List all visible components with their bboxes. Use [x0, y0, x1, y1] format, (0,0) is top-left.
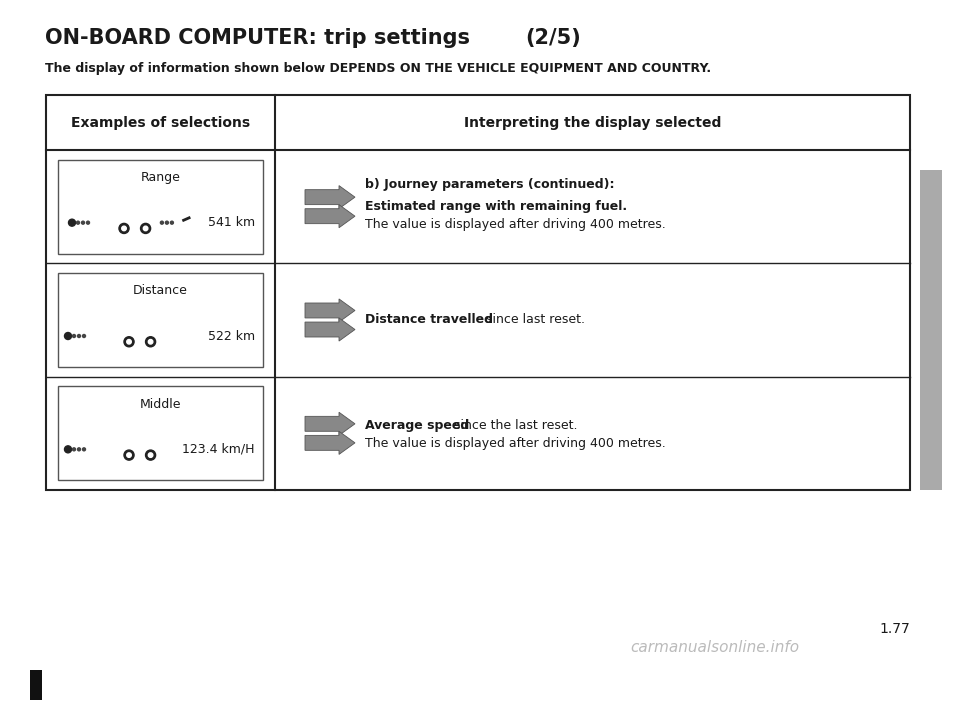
Text: 541 km: 541 km [208, 216, 255, 229]
Text: The display of information shown below DEPENDS ON THE VEHICLE EQUIPMENT AND COUN: The display of information shown below D… [45, 62, 711, 75]
FancyBboxPatch shape [125, 318, 154, 329]
Text: carmanualsonline.info: carmanualsonline.info [630, 640, 799, 655]
Circle shape [124, 337, 134, 346]
FancyBboxPatch shape [119, 204, 149, 216]
Bar [58, 273, 263, 367]
Polygon shape [305, 185, 355, 209]
Polygon shape [305, 204, 355, 228]
FancyBboxPatch shape [118, 441, 164, 452]
Circle shape [127, 453, 132, 457]
Text: since the last reset.: since the last reset. [449, 420, 577, 432]
Circle shape [143, 226, 148, 231]
Circle shape [73, 448, 76, 451]
Text: Middle: Middle [140, 398, 181, 411]
Circle shape [140, 224, 151, 234]
Circle shape [77, 222, 80, 224]
Circle shape [73, 334, 76, 337]
Text: b) Journey parameters (continued):: b) Journey parameters (continued): [365, 178, 614, 191]
Text: Examples of selections: Examples of selections [71, 116, 250, 129]
Bar [176, 217, 183, 229]
Circle shape [68, 219, 76, 226]
Text: Average speed: Average speed [365, 420, 469, 432]
Circle shape [78, 448, 81, 451]
Circle shape [83, 448, 85, 451]
Circle shape [165, 222, 168, 224]
Circle shape [64, 446, 71, 453]
FancyBboxPatch shape [125, 432, 154, 443]
Circle shape [122, 226, 127, 231]
Bar [920, 170, 942, 490]
Circle shape [82, 222, 84, 224]
Polygon shape [305, 431, 355, 454]
Circle shape [124, 450, 134, 460]
FancyBboxPatch shape [113, 214, 159, 226]
Polygon shape [305, 413, 355, 435]
Bar [58, 386, 263, 481]
Text: Range: Range [140, 171, 180, 184]
Text: Distance travelled: Distance travelled [365, 313, 493, 326]
Bar [46, 95, 910, 490]
Bar [58, 160, 263, 253]
Text: 522 km: 522 km [208, 329, 255, 342]
Polygon shape [305, 318, 355, 341]
Circle shape [83, 334, 85, 337]
Text: 1.77: 1.77 [879, 622, 910, 636]
Circle shape [146, 450, 156, 460]
Text: ON-BOARD COMPUTER: trip settings: ON-BOARD COMPUTER: trip settings [45, 28, 477, 48]
Text: (2/5): (2/5) [525, 28, 581, 48]
Circle shape [78, 334, 81, 337]
Text: since last reset.: since last reset. [482, 313, 585, 326]
Text: Distance: Distance [133, 285, 188, 297]
Polygon shape [305, 299, 355, 322]
Text: Estimated range with remaining fuel.: Estimated range with remaining fuel. [365, 200, 627, 213]
Circle shape [86, 222, 89, 224]
Circle shape [148, 339, 153, 344]
Circle shape [119, 224, 129, 234]
FancyBboxPatch shape [118, 327, 164, 339]
Bar [30, 670, 42, 700]
Text: The value is displayed after driving 400 metres.: The value is displayed after driving 400… [365, 218, 665, 231]
Text: The value is displayed after driving 400 metres.: The value is displayed after driving 400… [365, 437, 665, 450]
Circle shape [160, 222, 163, 224]
Circle shape [127, 339, 132, 344]
Circle shape [148, 453, 153, 457]
Text: Interpreting the display selected: Interpreting the display selected [464, 116, 721, 129]
Circle shape [146, 337, 156, 346]
Text: 123.4 km/H: 123.4 km/H [182, 443, 255, 456]
Circle shape [171, 222, 174, 224]
Circle shape [64, 332, 71, 339]
